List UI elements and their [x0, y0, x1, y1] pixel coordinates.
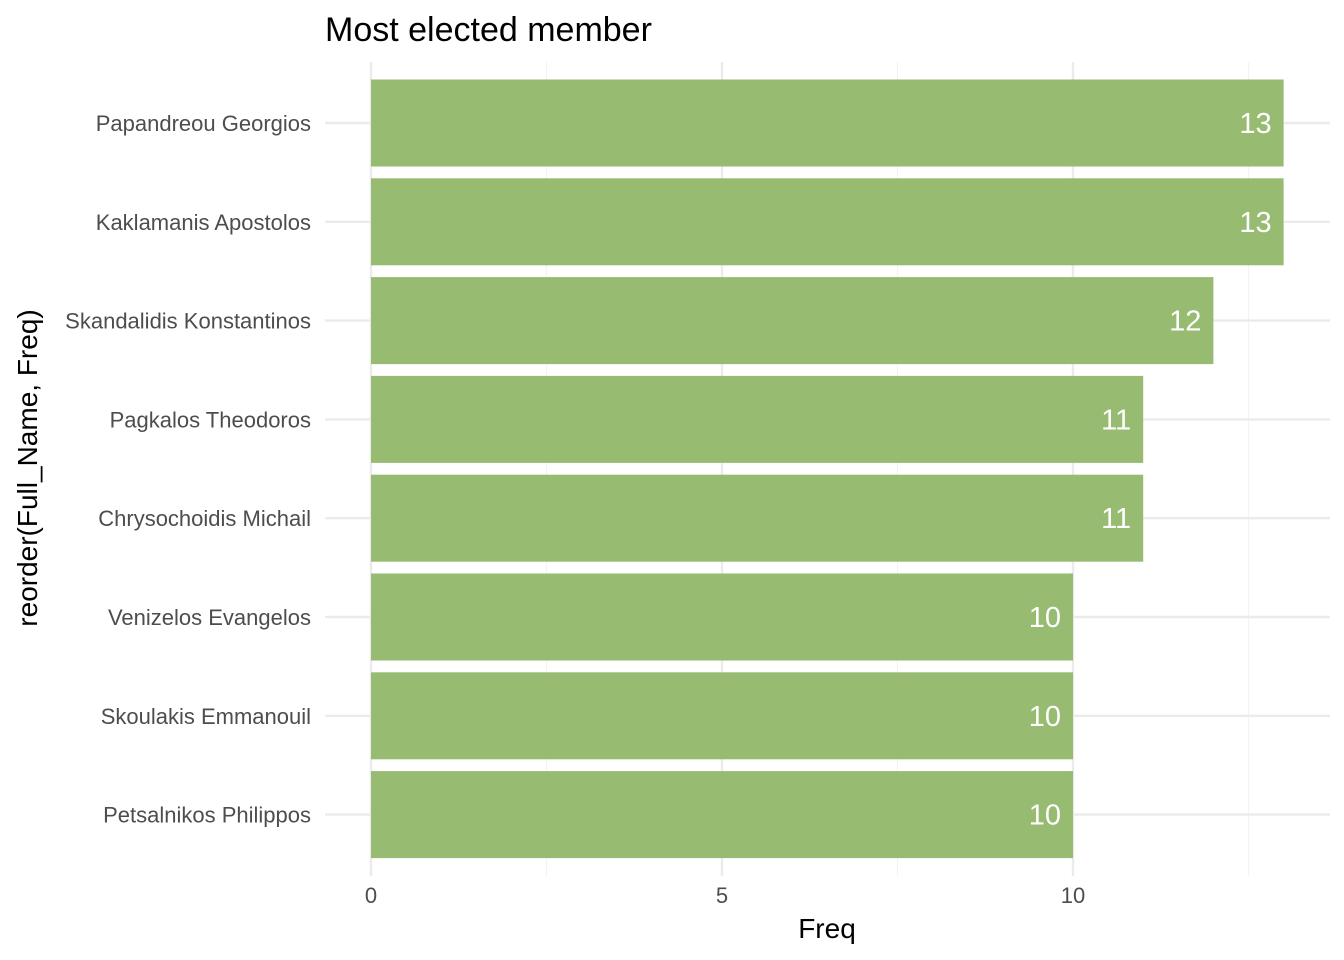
- bar: [371, 672, 1073, 760]
- y-tick-label: Pagkalos Theodoros: [110, 407, 311, 432]
- bar: [371, 573, 1073, 661]
- bar: [371, 771, 1073, 859]
- bars: [371, 79, 1284, 859]
- data-label: 10: [1029, 701, 1061, 733]
- bar: [371, 375, 1144, 463]
- bar: [371, 474, 1144, 562]
- y-tick-label: Chrysochoidis Michail: [98, 506, 311, 531]
- y-tick-label: Petsalnikos Philippos: [103, 803, 311, 828]
- data-label: 13: [1239, 207, 1271, 239]
- x-tick-label: 5: [716, 883, 728, 908]
- data-label: 10: [1029, 602, 1061, 634]
- bar: [371, 178, 1284, 266]
- y-tick-label: Venizelos Evangelos: [108, 605, 311, 630]
- y-tick-label: Kaklamanis Apostolos: [96, 210, 311, 235]
- y-tick-label: Skoulakis Emmanouil: [101, 704, 311, 729]
- data-label: 11: [1101, 404, 1131, 436]
- y-axis-title: reorder(Full_Name, Freq): [12, 309, 43, 626]
- data-label: 10: [1029, 800, 1061, 832]
- data-labels: 13 13 12 11 11 10 10 10: [1029, 108, 1272, 832]
- data-label: 12: [1169, 306, 1201, 338]
- y-axis-tick-labels: Papandreou Georgios Kaklamanis Apostolos S…: [65, 111, 311, 828]
- y-tick-label: Papandreou Georgios: [96, 111, 311, 136]
- data-label: 13: [1239, 108, 1271, 140]
- y-tick-label: Skandalidis Konstantinos: [65, 309, 311, 334]
- bar: [371, 79, 1284, 167]
- x-axis-title: Freq: [798, 913, 856, 944]
- x-axis-tick-labels: 0 5 10: [365, 883, 1085, 908]
- chart-title: Most elected member: [325, 11, 652, 49]
- data-label: 11: [1101, 503, 1131, 535]
- bar: [371, 277, 1214, 365]
- x-tick-label: 10: [1061, 883, 1085, 908]
- x-tick-label: 0: [365, 883, 377, 908]
